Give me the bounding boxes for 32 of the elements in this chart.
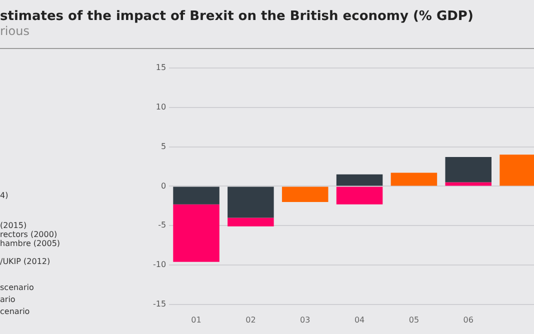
y-tick-label: -10 [152, 260, 166, 270]
bar [228, 186, 274, 218]
bar [445, 157, 492, 182]
bar [173, 186, 220, 204]
x-tick-label: 04 [354, 315, 365, 324]
bar [173, 204, 220, 262]
bar [336, 174, 383, 186]
text: ario [0, 295, 16, 304]
text: scenario [0, 283, 34, 292]
text: cenario [0, 307, 30, 316]
bar [228, 218, 274, 226]
chart-title: stimates of the impact of Brexit on the British economy (% GDP) [0, 9, 474, 24]
text: (2015) [0, 221, 27, 230]
x-tick-label: 01 [191, 315, 202, 324]
x-tick-label: 03 [300, 315, 310, 324]
y-tick-label: 15 [156, 63, 166, 72]
text: 4) [0, 191, 8, 200]
text: hambre (2005) [0, 239, 60, 248]
bar [282, 186, 328, 202]
bar [336, 186, 383, 204]
y-tick-label: 10 [156, 102, 166, 112]
x-tick-label: 05 [408, 315, 420, 324]
text: /UKIP (2012) [0, 257, 50, 266]
y-tick-label: -5 [158, 220, 166, 230]
text: rious [0, 24, 30, 38]
y-tick-label: 0 [160, 181, 166, 190]
x-tick-label: 02 [246, 315, 256, 324]
bar [390, 172, 438, 186]
x-tick-label: 06 [463, 315, 474, 324]
y-tick-label: -15 [152, 299, 166, 308]
text: rectors (2000) [0, 230, 58, 239]
y-tick-label: 5 [160, 142, 166, 151]
